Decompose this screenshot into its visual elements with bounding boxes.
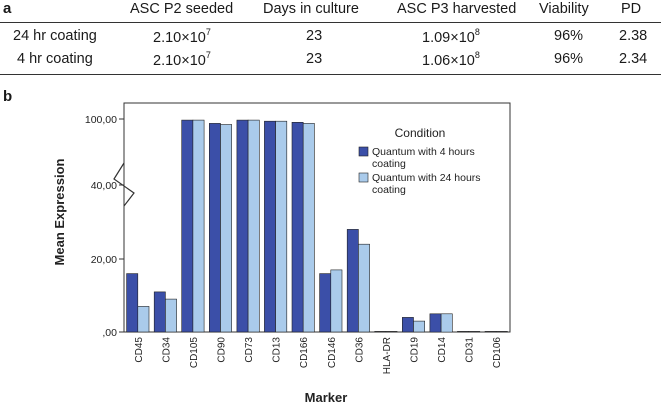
category-label-cd34: CD34 xyxy=(161,337,172,363)
legend-title: Condition xyxy=(395,126,446,140)
bar-cd45-series-2 xyxy=(137,306,150,333)
bar-cd34-series-2 xyxy=(165,298,177,333)
category-label-cd73: CD73 xyxy=(244,337,255,363)
category-label-hla-dr: HLA-DR xyxy=(382,337,393,374)
table-bottom-rule xyxy=(0,74,661,75)
bar-cd73-series-2 xyxy=(247,119,260,333)
results-table: a ASC P2 seeded Days in culture ASC P3 h… xyxy=(0,0,661,78)
legend-label-series-1: Quantum with 4 hours xyxy=(372,146,475,158)
bar-cd106-series-2 xyxy=(495,331,508,333)
category-label-cd105: CD105 xyxy=(189,337,200,369)
row2-seeded: 2.10×107 xyxy=(153,50,211,69)
bar-cd166-series-1 xyxy=(291,122,304,333)
row2-harvested: 1.06×108 xyxy=(422,50,480,69)
bar-cd105-series-2 xyxy=(192,119,205,333)
row1-viability: 96% xyxy=(554,28,584,44)
bar-cd146-series-1 xyxy=(319,273,332,333)
bar-cd19-series-1 xyxy=(401,317,414,333)
category-label-cd146: CD146 xyxy=(327,337,338,369)
category-label-cd90: CD90 xyxy=(217,337,228,363)
table-header-rule xyxy=(0,22,661,23)
bar-cd146-series-2 xyxy=(330,269,343,333)
legend-label-series-2: Quantum with 24 hours xyxy=(372,172,481,184)
bar-cd34-series-1 xyxy=(153,291,166,333)
row2-days: 23 xyxy=(306,51,323,67)
bar-cd36-series-2 xyxy=(358,243,370,333)
bar-cd105-series-1 xyxy=(181,119,194,333)
header-harvested: ASC P3 harvested xyxy=(397,1,517,17)
category-label-cd13: CD13 xyxy=(272,337,283,363)
category-labels: CD45 CD34 CD105 CD90 CD73 CD13 CD166 CD146 CD36 H… xyxy=(134,337,503,375)
bar-cd13-series-2 xyxy=(275,120,288,333)
row2-pd: 2.34 xyxy=(619,51,648,67)
bar-cd14-series-2 xyxy=(440,313,453,333)
y-axis: ,00 20,00 40,00 100,00 xyxy=(85,103,135,339)
bar-cd106-series-1 xyxy=(484,331,497,333)
category-label-cd45: CD45 xyxy=(134,337,145,363)
bar-cd90-series-2 xyxy=(220,124,232,333)
category-label-cd31: CD31 xyxy=(465,337,476,363)
bar-chart: CD45 CD34 CD105 CD90 CD73 CD13 CD166 CD146 CD36 H… xyxy=(52,102,511,405)
bar-cd31-series-2 xyxy=(468,331,481,333)
row1-days: 23 xyxy=(306,28,323,44)
legend-swatch-series-1 xyxy=(358,146,369,157)
row1-condition: 24 hr coating xyxy=(13,28,97,44)
category-label-cd106: CD106 xyxy=(492,337,503,369)
header-days: Days in culture xyxy=(263,1,359,17)
bar-hla-dr-series-2 xyxy=(385,331,398,333)
bar-cd166-series-2 xyxy=(302,123,315,333)
bar-hla-dr-series-1 xyxy=(374,331,387,333)
legend-label-series-2-line2: coating xyxy=(372,184,406,196)
y-axis-title: Mean Expression xyxy=(52,158,67,265)
category-label-cd19: CD19 xyxy=(410,337,421,363)
bar-cd90-series-1 xyxy=(209,123,221,333)
y-tick-label: 40,00 xyxy=(91,180,117,192)
header-pd: PD xyxy=(621,1,642,17)
panel-a-label: a xyxy=(3,0,12,17)
bar-cd19-series-2 xyxy=(413,320,425,333)
bar-cd45-series-1 xyxy=(126,273,139,333)
row2-viability: 96% xyxy=(554,51,584,67)
row1-seeded: 2.10×107 xyxy=(153,27,211,46)
row1-harvested: 1.09×108 xyxy=(422,27,480,46)
y-tick-label: 100,00 xyxy=(85,114,117,126)
category-label-cd36: CD36 xyxy=(354,337,365,363)
legend-swatch-series-2 xyxy=(358,172,369,183)
y-tick-label: 20,00 xyxy=(91,254,117,266)
y-tick-label: ,00 xyxy=(102,327,117,339)
bar-cd14-series-1 xyxy=(429,313,442,333)
header-viability: Viability xyxy=(539,1,589,17)
bar-cd13-series-1 xyxy=(264,120,276,333)
header-seeded: ASC P2 seeded xyxy=(130,1,234,17)
legend-label-series-1-line2: coating xyxy=(372,158,406,170)
category-label-cd166: CD166 xyxy=(299,337,310,369)
panel-b-label: b xyxy=(3,88,13,105)
x-axis-title: Marker xyxy=(305,390,348,405)
bar-cd36-series-1 xyxy=(346,229,359,333)
row2-condition: 4 hr coating xyxy=(17,51,93,67)
bar-cd31-series-1 xyxy=(457,331,469,333)
category-label-cd14: CD14 xyxy=(437,337,448,363)
bar-cd73-series-1 xyxy=(236,119,249,333)
bar-series-group xyxy=(126,119,508,333)
y-axis-break-marker xyxy=(113,162,135,207)
row1-pd: 2.38 xyxy=(619,28,648,44)
